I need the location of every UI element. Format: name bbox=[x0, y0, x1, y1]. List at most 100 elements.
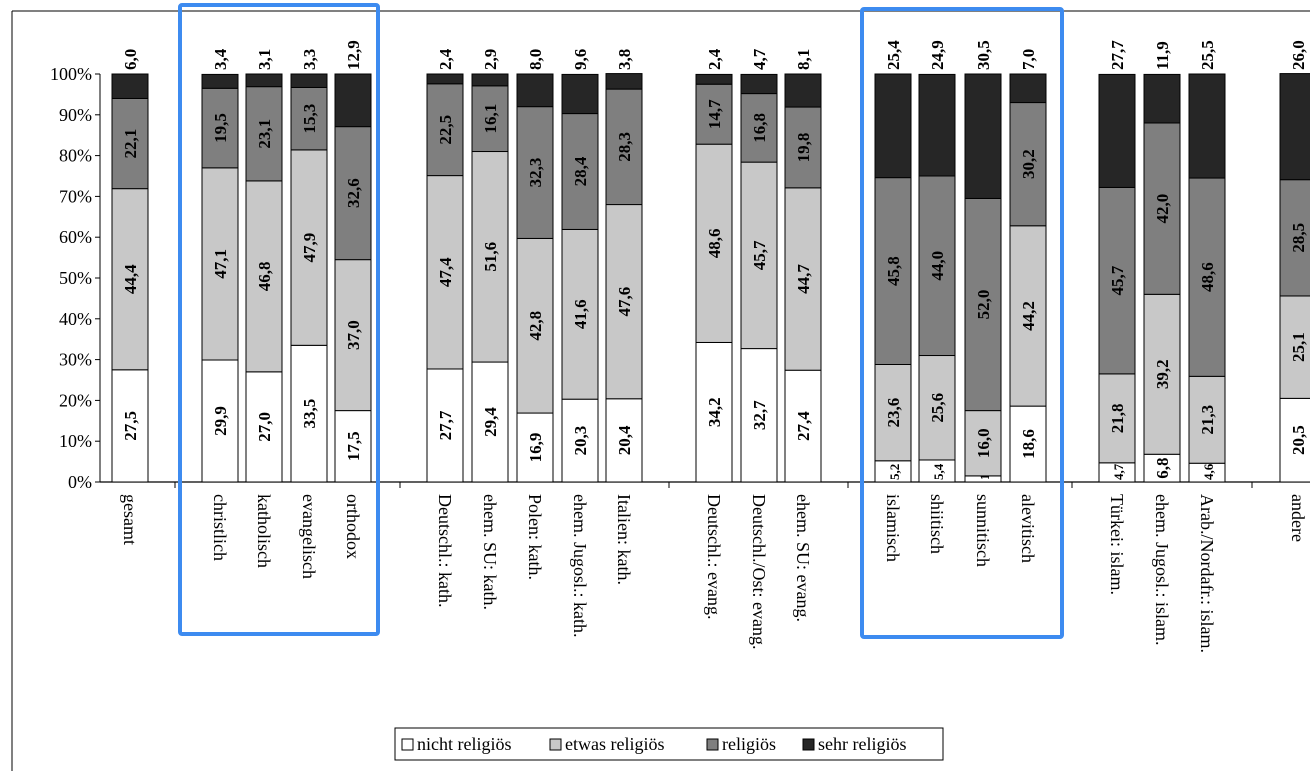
bar-segment-etwas-religioes bbox=[1098, 373, 1136, 464]
y-tick-label: 60% bbox=[59, 227, 92, 247]
bar-segment-nicht-religioes bbox=[1279, 397, 1310, 483]
data-label: 27,4 bbox=[794, 411, 813, 441]
data-label: 46,8 bbox=[255, 261, 274, 291]
data-label: 47,4 bbox=[436, 257, 455, 287]
bar-segment-religioes bbox=[516, 106, 554, 239]
data-label: 44,4 bbox=[121, 264, 140, 294]
bar-segment-sehr-religioes bbox=[1188, 73, 1226, 179]
bar-segment-sehr-religioes bbox=[695, 73, 733, 85]
bar-segment-religioes bbox=[918, 175, 956, 357]
x-category-label: andere bbox=[1288, 494, 1308, 542]
bar-segment-etwas-religioes bbox=[784, 187, 822, 371]
x-category-label: Italien: kath. bbox=[614, 494, 634, 585]
x-category-label: Türkei: islam. bbox=[1107, 494, 1127, 595]
bar-segment-sehr-religioes bbox=[874, 73, 912, 179]
x-category-label: islamisch bbox=[883, 494, 903, 562]
y-tick-label: 70% bbox=[59, 186, 92, 206]
legend-label: etwas religiös bbox=[565, 734, 664, 754]
bar-segment-etwas-religioes bbox=[334, 259, 372, 412]
y-tick-label: 10% bbox=[59, 431, 92, 451]
bar-segment-religioes bbox=[561, 113, 599, 230]
bar-segment-religioes bbox=[1009, 102, 1047, 227]
data-label: 47,9 bbox=[300, 233, 319, 263]
data-label: 24,9 bbox=[928, 40, 947, 70]
data-label: 19,8 bbox=[794, 133, 813, 163]
bar-segment-sehr-religioes bbox=[471, 73, 509, 87]
bar-segment-nicht-religioes bbox=[290, 344, 328, 483]
bar-segment-religioes bbox=[1143, 122, 1181, 295]
data-label: 28,4 bbox=[571, 156, 590, 186]
bar-segment-nicht-religioes bbox=[426, 368, 464, 483]
bar-segment-religioes bbox=[245, 86, 283, 182]
data-label: 4,7 bbox=[750, 48, 769, 70]
data-label: 42,0 bbox=[1153, 194, 1172, 224]
legend-swatch bbox=[401, 738, 414, 751]
y-tick-label: 0% bbox=[68, 472, 92, 492]
data-label: 16,8 bbox=[750, 113, 769, 143]
data-label: 44,0 bbox=[928, 251, 947, 281]
x-category-label: shiitisch bbox=[927, 494, 947, 554]
bar-segment-sehr-religioes bbox=[334, 73, 372, 128]
highlight-box bbox=[860, 7, 1064, 639]
legend-swatch bbox=[802, 738, 815, 751]
legend-label: nicht religiös bbox=[417, 734, 511, 754]
data-label: 21,3 bbox=[1198, 405, 1217, 435]
bar-segment-sehr-religioes bbox=[918, 73, 956, 177]
bar-segment-sehr-religioes bbox=[1098, 73, 1136, 188]
y-tick-label: 20% bbox=[59, 390, 92, 410]
y-tick-label: 90% bbox=[59, 105, 92, 125]
bar-segment-etwas-religioes bbox=[426, 175, 464, 370]
bar-segment-sehr-religioes bbox=[111, 73, 149, 99]
bar-segment-etwas-religioes bbox=[471, 151, 509, 363]
data-label: 48,6 bbox=[705, 228, 724, 258]
x-category-label: sunnitisch bbox=[973, 494, 993, 567]
x-category-label: orthodox bbox=[343, 494, 363, 559]
data-label: 33,5 bbox=[300, 399, 319, 429]
data-label: 48,6 bbox=[1198, 262, 1217, 292]
data-label: 15,3 bbox=[300, 104, 319, 134]
x-category-label: christlich bbox=[210, 494, 230, 561]
data-label: 2,9 bbox=[481, 49, 500, 70]
data-label: 16,1 bbox=[481, 104, 500, 134]
data-label: 3,8 bbox=[615, 49, 634, 70]
data-label: 42,8 bbox=[526, 311, 545, 341]
bar-segment-etwas-religioes bbox=[245, 180, 283, 373]
x-category-label: ehem. Jugosl.: islam. bbox=[1152, 494, 1172, 646]
data-label: 8,0 bbox=[526, 49, 545, 70]
bar-segment-sehr-religioes bbox=[1143, 73, 1181, 124]
data-label: 19,5 bbox=[211, 113, 230, 143]
data-label: 39,2 bbox=[1153, 359, 1172, 389]
bar-segment-etwas-religioes bbox=[561, 228, 599, 400]
bar-segment-etwas-religioes bbox=[1009, 225, 1047, 407]
y-tick-label: 50% bbox=[59, 268, 92, 288]
bar-segment-sehr-religioes bbox=[1279, 73, 1310, 181]
bar-segment-nicht-religioes bbox=[784, 369, 822, 483]
bar-segment-etwas-religioes bbox=[740, 161, 778, 350]
data-label: 52,0 bbox=[974, 290, 993, 320]
data-label: 44,7 bbox=[794, 264, 813, 294]
x-category-label: Deutschl./Ost: evang. bbox=[749, 494, 769, 649]
bar-segment-sehr-religioes bbox=[1009, 73, 1047, 104]
data-label: 27,5 bbox=[121, 411, 140, 441]
data-label: 51,6 bbox=[481, 242, 500, 272]
x-category-label: Deutschl.: kath. bbox=[435, 494, 455, 607]
legend-label: religiös bbox=[722, 734, 776, 754]
y-tick-label: 100% bbox=[50, 64, 92, 84]
bar-segment-nicht-religioes bbox=[561, 398, 599, 483]
data-label: 7,0 bbox=[1019, 49, 1038, 70]
data-label: 34,2 bbox=[705, 397, 724, 427]
bar-segment-religioes bbox=[964, 197, 1002, 412]
bar-segment-nicht-religioes bbox=[1009, 405, 1047, 483]
data-label: 25,5 bbox=[1198, 40, 1217, 70]
data-label: 3,1 bbox=[255, 49, 274, 70]
x-category-label: alevitisch bbox=[1018, 494, 1038, 563]
data-label: 27,7 bbox=[436, 410, 455, 440]
bar-segment-religioes bbox=[605, 88, 643, 206]
data-label: 27,0 bbox=[255, 412, 274, 442]
bar-segment-sehr-religioes bbox=[290, 73, 328, 88]
data-label: 44,2 bbox=[1019, 301, 1038, 331]
legend-box bbox=[394, 727, 944, 761]
bar-segment-etwas-religioes bbox=[516, 237, 554, 414]
bar-segment-sehr-religioes bbox=[605, 73, 643, 90]
data-label: 12,9 bbox=[344, 40, 363, 70]
